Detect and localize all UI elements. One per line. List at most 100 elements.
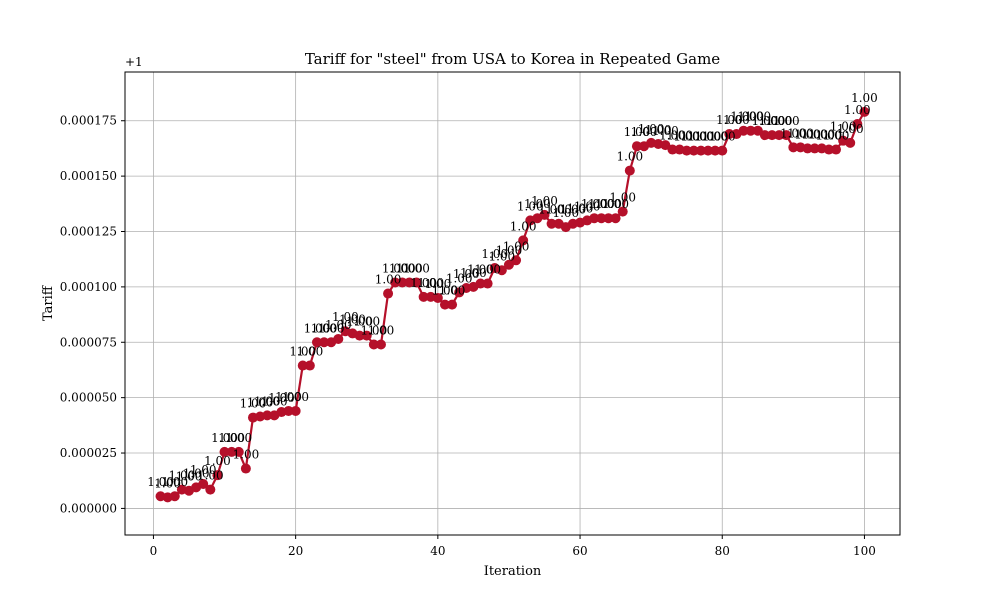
data-point (745, 125, 756, 136)
data-point (333, 333, 344, 344)
data-point (539, 209, 550, 220)
data-label: 1.00 (524, 197, 551, 211)
data-label: 1.00 (268, 391, 295, 405)
data-point (809, 143, 820, 154)
data-label: 1.00 (688, 130, 715, 144)
data-label: 1.00 (595, 197, 622, 211)
x-tick-label: 40 (430, 544, 445, 558)
data-label: 1.00 (730, 110, 757, 124)
data-point (823, 144, 834, 155)
data-label: 1.00 (339, 312, 366, 326)
data-label: 1.00 (496, 244, 523, 258)
data-label: 1.00 (382, 261, 409, 275)
data-point (667, 144, 678, 155)
data-label: 1.00 (538, 203, 565, 217)
data-point (319, 337, 330, 348)
data-point (411, 277, 422, 288)
data-point (703, 145, 714, 156)
data-label: 1.00 (275, 390, 302, 404)
y-axis-label: Tariff (41, 284, 56, 321)
data-point (368, 339, 379, 350)
data-label: 1.00 (638, 122, 665, 136)
data-point (205, 484, 216, 495)
data-point (831, 144, 842, 155)
data-point (802, 143, 813, 154)
data-label: 1.00 (837, 122, 864, 136)
y-tick-label: 0.000000 (60, 501, 117, 515)
data-point (233, 446, 244, 457)
data-label: 1.00 (744, 110, 771, 124)
data-point (361, 330, 372, 341)
data-label: 1.00 (816, 129, 843, 143)
data-label: 1.00 (680, 130, 707, 144)
data-point (262, 410, 273, 421)
data-label: 1.00 (176, 470, 203, 484)
data-label: 1.00 (545, 203, 572, 217)
data-point (240, 463, 251, 474)
data-label: 1.00 (581, 197, 608, 211)
data-label: 1.00 (311, 321, 338, 335)
data-label: 1.00 (823, 129, 850, 143)
data-point (311, 337, 322, 348)
data-point (681, 145, 692, 156)
y-tick-label: 0.000025 (60, 446, 117, 460)
data-label: 1.00 (396, 261, 423, 275)
data-point (610, 213, 621, 224)
data-label: 1.00 (510, 219, 537, 233)
data-label: 1.00 (517, 199, 544, 213)
data-point (226, 446, 237, 457)
data-point (447, 299, 458, 310)
data-label: 1.00 (531, 194, 558, 208)
data-label: 1.00 (752, 114, 779, 128)
data-point (767, 130, 778, 141)
x-tick-label: 0 (150, 544, 158, 558)
data-point (710, 145, 721, 156)
data-label: 1.00 (773, 114, 800, 128)
data-label: 1.00 (787, 126, 814, 140)
data-label: 1.00 (609, 191, 636, 205)
data-label: 1.00 (652, 124, 679, 138)
data-point (511, 255, 522, 266)
data-point (845, 137, 856, 148)
data-label: 1.00 (432, 284, 459, 298)
data-label: 1.00 (218, 431, 245, 445)
data-label: 1.00 (467, 263, 494, 277)
data-label: 1.00 (709, 130, 736, 144)
data-point (759, 130, 770, 141)
data-point (496, 265, 507, 276)
data-label: 1.00 (453, 267, 480, 281)
data-label: 1.00 (289, 345, 316, 359)
data-point (852, 119, 863, 130)
series-polyline (160, 111, 866, 499)
data-label: 1.00 (332, 310, 359, 324)
data-label: 1.00 (503, 239, 530, 253)
data-label: 1.00 (161, 475, 188, 489)
data-label: 1.00 (389, 261, 416, 275)
data-label: 1.00 (375, 273, 402, 287)
y-tick-label: 0.000050 (60, 391, 117, 405)
data-point (518, 235, 529, 246)
data-point (375, 339, 386, 350)
data-label: 1.00 (353, 315, 380, 329)
data-label: 1.00 (360, 323, 387, 337)
data-point (169, 491, 180, 502)
axis-ticks: 0 20 40 60 80 100 0.000000 0.000025 0.000050 0.00… (60, 114, 876, 558)
y-axis-offset-text: +1 (125, 55, 143, 69)
data-point (482, 278, 493, 289)
data-point (290, 405, 301, 416)
data-label: 1.00 (552, 206, 579, 220)
x-tick-label: 100 (853, 544, 876, 558)
data-point (354, 330, 365, 341)
data-label: 1.00 (190, 463, 217, 477)
data-label: 1.00 (304, 321, 331, 335)
x-tick-label: 60 (572, 544, 587, 558)
data-point (418, 291, 429, 302)
data-point (603, 213, 614, 224)
y-tick-label: 0.000175 (60, 114, 117, 128)
data-label: 1.00 (154, 476, 181, 490)
data-point (631, 141, 642, 152)
data-label: 1.00 (183, 466, 210, 480)
y-tick-label: 0.000075 (60, 335, 117, 349)
series-line (160, 111, 866, 499)
data-label: 1.00 (723, 113, 750, 127)
